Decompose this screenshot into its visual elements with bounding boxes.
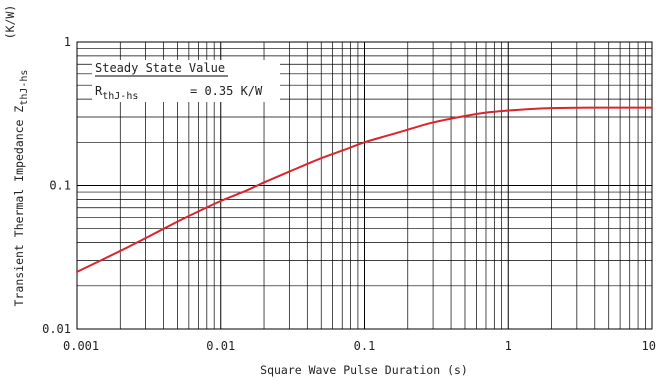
- curve-data-point: [363, 141, 366, 144]
- annotation-background: [92, 60, 280, 102]
- y-axis-label: Transient Thermal Impedance ZthJ-hs: [12, 70, 30, 307]
- y-axis-label-main: Transient Thermal Impedance Z: [12, 106, 26, 307]
- curve-data-point: [550, 107, 553, 109]
- curve-data-point: [432, 121, 434, 124]
- curve-data-point: [288, 170, 291, 173]
- curve-data-point: [607, 106, 610, 109]
- curve-data-point: [263, 181, 265, 184]
- y-tick-label: 1: [64, 35, 71, 49]
- curve-data-point: [197, 210, 200, 213]
- y-tick-label: 0.01: [42, 322, 71, 336]
- curve-data-point: [176, 220, 179, 223]
- x-tick-label: 0.01: [206, 339, 235, 353]
- plot-frame: [76, 41, 653, 330]
- curve-data-point: [406, 128, 409, 131]
- y-axis-unit: (K/W): [3, 5, 17, 40]
- annotation-r-symbol: R: [95, 84, 103, 98]
- impedance-curve: [76, 106, 653, 273]
- curve-data-point: [485, 111, 487, 114]
- steady-state-annotation: Steady State Value RthJ-hs = 0.35 K/W: [92, 60, 280, 102]
- curve-data-point: [507, 109, 510, 112]
- curve-data-point: [144, 237, 147, 239]
- x-tick-label: 10: [642, 339, 656, 353]
- curve-data-point: [219, 200, 222, 202]
- x-tick-label: 1: [505, 339, 512, 353]
- y-axis-label-subscript: thJ-hs: [19, 70, 30, 106]
- annotation-r-subscript: thJ-hs: [102, 91, 138, 102]
- curve-data-point: [576, 106, 578, 109]
- annotation-line-2: RthJ-hs = 0.35 K/W: [95, 84, 263, 102]
- annotation-line-1: Steady State Value: [95, 61, 225, 75]
- curve-data-point: [389, 134, 391, 136]
- curve-data-points: [76, 106, 653, 273]
- x-tick-labels: 0.001 0.01 0.1 1 10: [63, 339, 656, 353]
- curve-data-point: [628, 106, 631, 109]
- curve-data-point: [245, 189, 247, 192]
- curve-data-point: [119, 250, 122, 252]
- curve-data-point: [532, 108, 535, 110]
- curve-data-point: [464, 115, 466, 117]
- x-tick-label: 0.001: [63, 339, 99, 353]
- curve-data-point: [651, 106, 653, 109]
- y-tick-labels: 0.01 0.1 1: [42, 35, 71, 336]
- curve-data-point: [76, 271, 78, 273]
- y-tick-label: 0.1: [49, 179, 71, 193]
- x-axis-label: Square Wave Pulse Duration (s): [260, 363, 468, 377]
- curve-data-point: [341, 149, 344, 152]
- annotation-value: = 0.35 K/W: [190, 84, 263, 98]
- x-tick-label: 0.1: [354, 339, 376, 353]
- curve-data-point: [320, 157, 323, 159]
